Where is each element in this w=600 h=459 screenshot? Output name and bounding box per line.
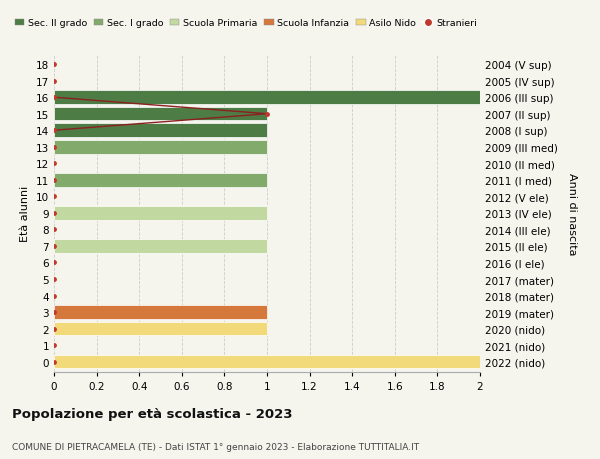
- Bar: [54, 207, 267, 220]
- Text: Popolazione per età scolastica - 2023: Popolazione per età scolastica - 2023: [12, 407, 293, 420]
- Y-axis label: Età alunni: Età alunni: [20, 185, 31, 241]
- Bar: [54, 240, 267, 253]
- Y-axis label: Anni di nascita: Anni di nascita: [567, 172, 577, 255]
- Bar: [54, 306, 267, 319]
- Bar: [54, 174, 267, 187]
- Bar: [54, 108, 267, 121]
- Bar: [54, 355, 480, 369]
- Legend: Sec. II grado, Sec. I grado, Scuola Primaria, Scuola Infanzia, Asilo Nido, Stran: Sec. II grado, Sec. I grado, Scuola Prim…: [11, 16, 481, 32]
- Bar: [54, 91, 480, 105]
- Bar: [54, 124, 267, 138]
- Bar: [54, 322, 267, 336]
- Bar: [54, 141, 267, 154]
- Text: COMUNE DI PIETRACAMELA (TE) - Dati ISTAT 1° gennaio 2023 - Elaborazione TUTTITAL: COMUNE DI PIETRACAMELA (TE) - Dati ISTAT…: [12, 442, 419, 451]
